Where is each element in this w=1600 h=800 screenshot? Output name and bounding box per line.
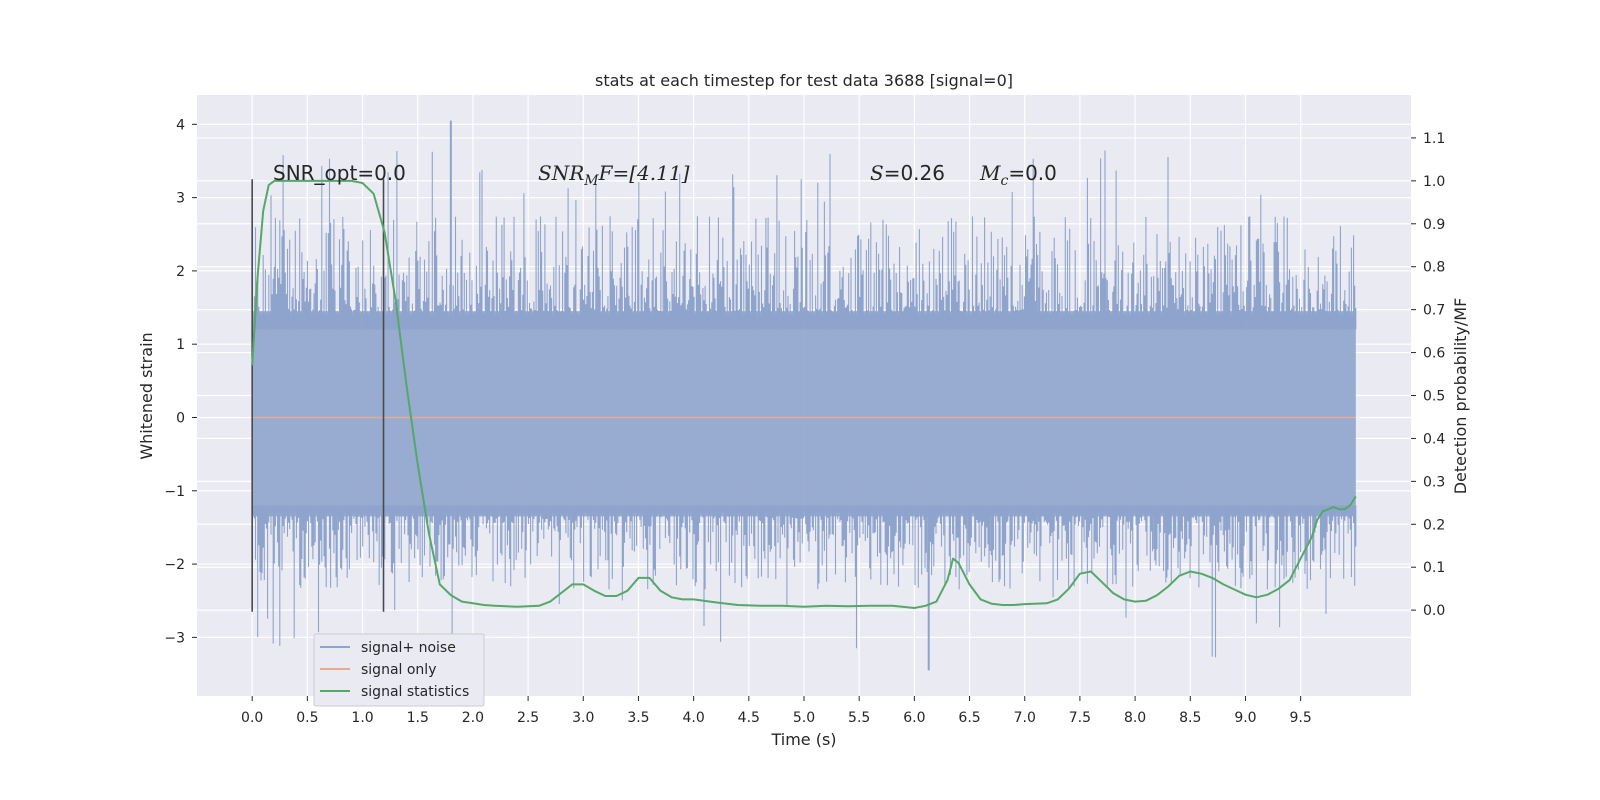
x-tick-label: 7.5 (1069, 710, 1091, 726)
annotation-mc: Mc=0.0 (979, 161, 1057, 189)
legend-box (313, 633, 485, 707)
x-tick-label: 5.5 (848, 710, 870, 726)
x-tick-label: 6.0 (903, 710, 925, 726)
x-axis-label: Time (s) (770, 730, 836, 749)
x-tick-label: 9.0 (1234, 710, 1256, 726)
signal-statistics-line (251, 179, 1357, 609)
legend-label-signal-only: signal only (361, 662, 436, 678)
y-right-tick-label: 0.5 (1423, 389, 1445, 405)
x-tick-label: 8.0 (1124, 710, 1146, 726)
y-right-tick-label: 1.0 (1423, 174, 1445, 190)
legend-label-signal-statistics: signal statistics (361, 684, 469, 700)
x-tick-label: 3.5 (627, 710, 649, 726)
y-tick-label: 3 (176, 191, 185, 207)
x-tick-label: 2.5 (517, 710, 539, 726)
x-tick-label: 0.0 (241, 710, 263, 726)
y-tick-label: 2 (176, 264, 185, 280)
y-right-tick-label: 0.8 (1423, 260, 1445, 276)
x-tick-label: 0.5 (296, 710, 318, 726)
x-tick-label: 8.5 (1179, 710, 1201, 726)
legend-label-signal-noise: signal+ noise (361, 640, 456, 656)
y-right-tick-label: 0.3 (1423, 474, 1445, 490)
x-tick-label: 6.5 (958, 710, 980, 726)
y-right-tick-label: 0.4 (1423, 431, 1445, 447)
y-right-axis-label: Detection probability/MF (1451, 298, 1470, 495)
y-right-axis-ticks: 0.0 0.1 0.2 0.3 0.4 0.5 0.6 0.7 0.8 0.9 1.0 1.1 (1411, 131, 1445, 619)
legend: signal+ noise signal only signal statist… (313, 633, 485, 707)
y-tick-label: 1 (176, 337, 185, 353)
x-tick-label: 3.0 (572, 710, 594, 726)
x-tick-label: 1.0 (351, 710, 373, 726)
x-tick-label: 5.0 (793, 710, 815, 726)
overlay-lines (251, 179, 1357, 612)
x-tick-label: 1.5 (407, 710, 429, 726)
y-tick-label: −3 (164, 630, 185, 646)
y-right-tick-label: 0.6 (1423, 346, 1445, 362)
y-axis-label: Whitened strain (137, 332, 156, 459)
signal-noise-core (252, 311, 1356, 517)
signal-noise-spikes (251, 120, 1357, 671)
annotation-s: S=0.26 (870, 161, 945, 185)
y-tick-label: −1 (164, 484, 185, 500)
signal-noise-band (252, 311, 1356, 517)
x-tick-label: 9.5 (1290, 710, 1312, 726)
annotation-snr-mf: SNRMF=[4.11] (538, 161, 690, 189)
y-tick-label: 4 (176, 117, 185, 133)
x-tick-label: 7.0 (1014, 710, 1036, 726)
x-tick-label: 4.0 (683, 710, 705, 726)
y-right-tick-label: 0.0 (1423, 603, 1445, 619)
x-tick-label: 4.5 (738, 710, 760, 726)
chart-title: stats at each timestep for test data 368… (595, 71, 1013, 90)
y-right-tick-label: 0.1 (1423, 560, 1445, 576)
y-right-tick-label: 1.1 (1423, 131, 1445, 147)
y-tick-label: 0 (176, 410, 185, 426)
annotation-snr-opt: SNR_opt=0.0 (273, 161, 406, 185)
y-right-tick-label: 0.7 (1423, 303, 1445, 319)
x-axis-ticks: 0.0 0.5 1.0 1.5 2.0 2.5 3.0 3.5 4.0 4.5 5.0 5.5 6.0 6… (241, 696, 1312, 726)
y-axis-ticks: −3 −2 −1 0 1 2 3 4 (164, 117, 197, 646)
y-tick-label: −2 (164, 557, 185, 573)
x-tick-label: 2.0 (462, 710, 484, 726)
y-right-tick-label: 0.2 (1423, 517, 1445, 533)
y-right-tick-label: 0.9 (1423, 217, 1445, 233)
